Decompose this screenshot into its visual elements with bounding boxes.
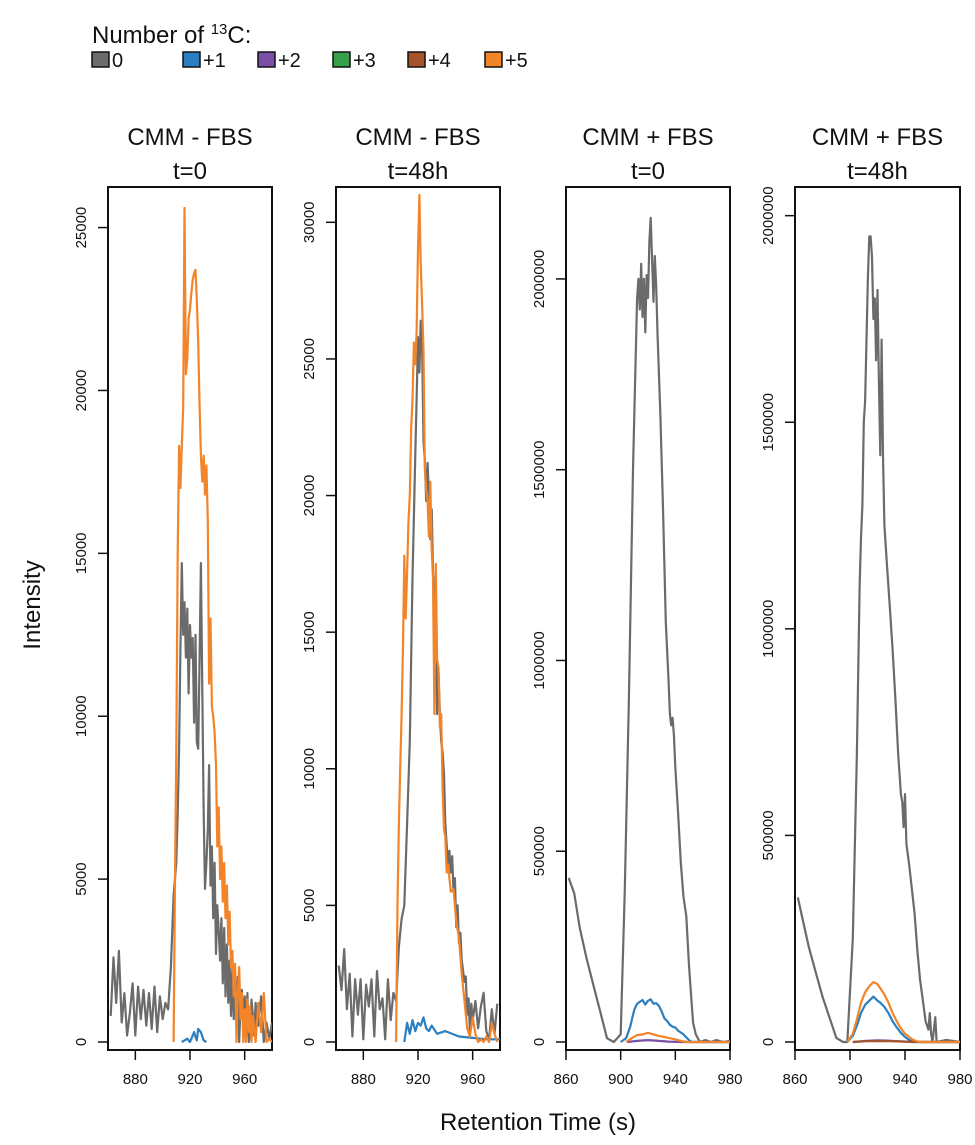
panel-title-line: CMM + FBS — [812, 124, 943, 151]
legend-swatch — [332, 51, 351, 68]
panel-3: CMM + FBS t=0 860 900 940 980 0 500000 1000000 15… — [531, 124, 743, 1088]
plot-frame — [794, 186, 961, 1051]
legend-item-0: 0 — [91, 50, 123, 72]
panel-title-line: t=0 — [631, 158, 665, 185]
legend-swatch — [257, 51, 276, 68]
series-line-plus1 — [181, 1027, 207, 1044]
legend-label: +2 — [278, 50, 301, 72]
legend-label: +3 — [353, 50, 376, 72]
x-tick-label: 880 — [351, 1071, 376, 1088]
y-tick-label: 0 — [760, 1038, 777, 1046]
legend: Number of 13C: 0 +1 +2 +3 +4 +5 — [91, 21, 528, 72]
x-axis-label: Retention Time (s) — [440, 1109, 636, 1136]
x-tick-label: 940 — [663, 1071, 688, 1088]
x-tick-label: 860 — [782, 1071, 807, 1088]
panel-title-line: CMM - FBS — [127, 124, 252, 151]
legend-item-1: +1 — [182, 50, 226, 72]
legend-label: 0 — [112, 50, 123, 72]
y-tick-label: 20000 — [301, 475, 318, 517]
x-tick-label: 920 — [177, 1071, 202, 1088]
y-tick-label: 500000 — [760, 810, 777, 860]
legend-swatch — [484, 51, 503, 68]
legend-label: +1 — [203, 50, 226, 72]
x-tick-label: 980 — [717, 1071, 742, 1088]
legend-item-4: +4 — [407, 50, 451, 72]
x-tick-label: 860 — [553, 1071, 578, 1088]
series-line-0 — [337, 319, 499, 1041]
plot-frame — [565, 186, 731, 1051]
x-tick-label: 960 — [232, 1071, 257, 1088]
y-tick-label: 10000 — [73, 695, 90, 737]
legend-item-3: +3 — [332, 50, 376, 72]
y-tick-label: 25000 — [301, 338, 318, 380]
x-tick-label: 920 — [405, 1071, 430, 1088]
legend-swatch — [407, 51, 426, 68]
legend-item-2: +2 — [257, 50, 301, 72]
y-tick-label: 15000 — [301, 611, 318, 653]
y-tick-label: 25000 — [73, 207, 90, 249]
legend-label: +4 — [428, 50, 451, 72]
panel-title-line: CMM - FBS — [355, 124, 480, 151]
y-tick-label: 5000 — [301, 889, 318, 922]
y-tick-label: 10000 — [301, 748, 318, 790]
plot-frame — [335, 186, 501, 1051]
y-tick-label: 20000 — [73, 370, 90, 412]
y-axis-label: Intensity — [19, 560, 46, 649]
panel-title-line: t=0 — [173, 158, 207, 185]
y-tick-label: 15000 — [73, 532, 90, 574]
y-tick-label: 2000000 — [760, 186, 777, 244]
panel-4: CMM + FBS t=48h 860 900 940 980 0 500000 1000000… — [760, 124, 973, 1088]
x-tick-label: 960 — [460, 1071, 485, 1088]
legend-title: Number of 13C: — [92, 21, 251, 49]
panel-title-line: t=48h — [847, 158, 908, 185]
y-tick-label: 5000 — [73, 862, 90, 895]
legend-swatch — [91, 51, 110, 68]
legend-label: +5 — [505, 50, 528, 72]
x-tick-label: 980 — [947, 1071, 972, 1088]
panel-1: CMM - FBS t=0 880 920 960 0 5000 10000 15000 2000… — [73, 124, 273, 1088]
legend-item-5: +5 — [484, 50, 528, 72]
y-tick-label: 0 — [73, 1038, 90, 1046]
y-tick-label: 1500000 — [760, 393, 777, 451]
panel-2: CMM - FBS t=48h 880 920 960 0 5000 10000 15000 20… — [301, 124, 501, 1088]
y-tick-label: 0 — [531, 1038, 548, 1046]
series-line-0 — [796, 235, 960, 1044]
panel-title-line: t=48h — [388, 158, 449, 185]
series-line-plus1 — [846, 995, 960, 1044]
x-tick-label: 940 — [892, 1071, 917, 1088]
y-tick-label: 1500000 — [531, 440, 548, 498]
y-tick-label: 2000000 — [531, 250, 548, 308]
series-line-plus5 — [395, 193, 499, 1044]
y-tick-label: 500000 — [531, 826, 548, 876]
x-tick-label: 880 — [123, 1071, 148, 1088]
panel-title-line: CMM + FBS — [582, 124, 713, 151]
y-tick-label: 0 — [301, 1038, 318, 1046]
series-line-plus1 — [403, 1016, 500, 1043]
series-line-plus5 — [625, 1031, 730, 1044]
y-tick-label: 1000000 — [760, 600, 777, 658]
series-line-plus5 — [846, 981, 960, 1044]
series-line-plus1 — [620, 998, 730, 1044]
x-tick-label: 900 — [608, 1071, 633, 1088]
y-tick-label: 30000 — [301, 201, 318, 243]
series-line-0 — [567, 216, 730, 1044]
series-line-plus5 — [172, 206, 272, 1044]
legend-swatch — [182, 51, 201, 68]
x-tick-label: 900 — [837, 1071, 862, 1088]
y-tick-label: 1000000 — [531, 631, 548, 689]
series-line-0 — [109, 562, 272, 1044]
